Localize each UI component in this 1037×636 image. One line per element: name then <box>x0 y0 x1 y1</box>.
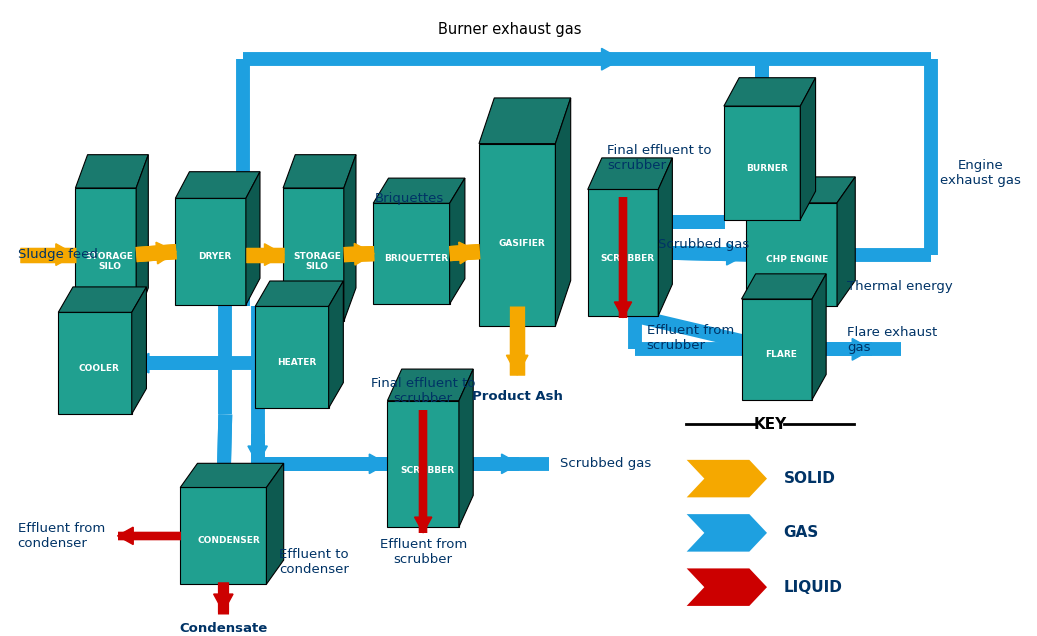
Polygon shape <box>56 244 76 265</box>
Polygon shape <box>255 281 343 307</box>
Polygon shape <box>458 242 479 264</box>
Text: Final effluent to
scrubber: Final effluent to scrubber <box>608 144 711 172</box>
Polygon shape <box>58 312 132 414</box>
Polygon shape <box>180 463 284 487</box>
Polygon shape <box>255 307 329 408</box>
Polygon shape <box>136 155 148 321</box>
Text: KEY: KEY <box>753 417 786 432</box>
Polygon shape <box>746 203 837 307</box>
Polygon shape <box>175 172 260 198</box>
Polygon shape <box>373 178 465 204</box>
Polygon shape <box>724 78 815 106</box>
Polygon shape <box>752 102 773 121</box>
Polygon shape <box>686 460 767 497</box>
Polygon shape <box>614 302 632 318</box>
Polygon shape <box>686 569 767 606</box>
Polygon shape <box>283 155 356 188</box>
Polygon shape <box>556 98 570 326</box>
Text: CONDENSER: CONDENSER <box>197 536 260 545</box>
Polygon shape <box>373 204 450 304</box>
Polygon shape <box>175 198 246 305</box>
Polygon shape <box>415 517 431 533</box>
Polygon shape <box>156 242 176 264</box>
Text: Final effluent to
scrubber: Final effluent to scrubber <box>371 377 475 404</box>
Text: Scrubbed gas: Scrubbed gas <box>658 238 750 251</box>
Polygon shape <box>132 354 149 373</box>
Text: FLARE: FLARE <box>765 350 797 359</box>
Polygon shape <box>388 369 473 401</box>
Polygon shape <box>267 463 284 584</box>
Text: Effluent from
scrubber: Effluent from scrubber <box>380 538 467 566</box>
Polygon shape <box>388 401 459 527</box>
Text: Scrubbed gas: Scrubbed gas <box>560 457 651 470</box>
Text: GASIFIER: GASIFIER <box>499 240 545 249</box>
Text: SCRUBBER: SCRUBBER <box>600 254 654 263</box>
Polygon shape <box>801 78 815 219</box>
Polygon shape <box>727 244 747 265</box>
Polygon shape <box>837 177 856 307</box>
Polygon shape <box>76 188 136 321</box>
Polygon shape <box>256 354 274 373</box>
Polygon shape <box>355 244 374 265</box>
Polygon shape <box>214 476 233 494</box>
Text: Engine
exhaust gas: Engine exhaust gas <box>941 159 1021 187</box>
Text: CHP ENGINE: CHP ENGINE <box>765 255 829 265</box>
Polygon shape <box>232 252 254 272</box>
Polygon shape <box>686 514 767 551</box>
Polygon shape <box>329 281 343 408</box>
Polygon shape <box>812 274 826 399</box>
Text: Burner exhaust gas: Burner exhaust gas <box>438 22 581 37</box>
Polygon shape <box>344 155 356 321</box>
Text: COOLER: COOLER <box>79 364 120 373</box>
Polygon shape <box>283 188 344 321</box>
Polygon shape <box>76 155 148 188</box>
Text: STORAGE
SILO: STORAGE SILO <box>293 252 341 271</box>
Text: Effluent from
condenser: Effluent from condenser <box>18 522 105 550</box>
Text: LIQUID: LIQUID <box>784 579 842 595</box>
Text: STORAGE
SILO: STORAGE SILO <box>85 252 134 271</box>
Polygon shape <box>479 98 570 144</box>
Polygon shape <box>502 454 520 474</box>
Polygon shape <box>450 178 465 304</box>
Polygon shape <box>58 287 146 312</box>
Polygon shape <box>214 594 233 612</box>
Polygon shape <box>117 527 133 544</box>
Polygon shape <box>741 274 826 299</box>
Text: BRIQUETTER: BRIQUETTER <box>384 254 448 263</box>
Polygon shape <box>746 177 856 203</box>
Polygon shape <box>852 338 872 360</box>
Polygon shape <box>246 172 260 305</box>
Text: SCRUBBER: SCRUBBER <box>400 466 454 474</box>
Polygon shape <box>588 190 658 316</box>
Polygon shape <box>741 299 812 399</box>
Polygon shape <box>601 48 621 70</box>
Polygon shape <box>264 244 284 265</box>
Text: Condensate: Condensate <box>179 622 268 635</box>
Polygon shape <box>623 211 643 233</box>
Text: Effluent to
condenser: Effluent to condenser <box>279 548 349 576</box>
Polygon shape <box>459 369 473 527</box>
Polygon shape <box>658 158 672 316</box>
Polygon shape <box>588 158 672 190</box>
Text: HEATER: HEATER <box>277 358 316 367</box>
Polygon shape <box>248 446 268 464</box>
Text: Briquettes: Briquettes <box>374 192 444 205</box>
Text: Flare exhaust
gas: Flare exhaust gas <box>847 326 937 354</box>
Text: DRYER: DRYER <box>198 252 231 261</box>
Polygon shape <box>180 487 267 584</box>
Text: SOLID: SOLID <box>784 471 836 486</box>
Polygon shape <box>724 106 801 219</box>
Polygon shape <box>755 335 777 356</box>
Text: Thermal energy: Thermal energy <box>847 280 953 293</box>
Text: Product Ash: Product Ash <box>472 390 563 403</box>
Text: BURNER: BURNER <box>746 164 787 173</box>
Polygon shape <box>506 356 528 375</box>
Text: GAS: GAS <box>784 525 819 541</box>
Polygon shape <box>479 144 556 326</box>
Text: Sludge feed: Sludge feed <box>18 248 97 261</box>
Polygon shape <box>132 287 146 414</box>
Polygon shape <box>369 454 387 474</box>
Text: Effluent from
scrubber: Effluent from scrubber <box>646 324 734 352</box>
